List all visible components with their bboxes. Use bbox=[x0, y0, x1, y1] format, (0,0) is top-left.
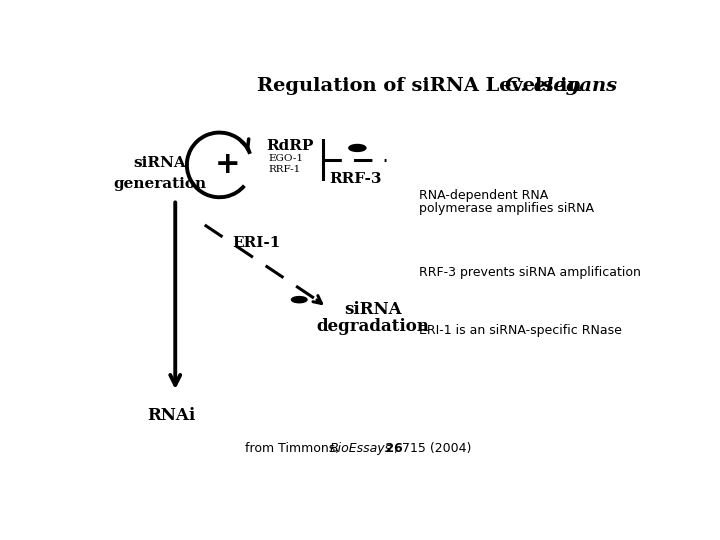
Text: siRNA: siRNA bbox=[344, 301, 402, 318]
Ellipse shape bbox=[349, 145, 366, 151]
Text: siRNA: siRNA bbox=[133, 156, 186, 170]
Text: generation: generation bbox=[113, 177, 207, 191]
Text: RNAi: RNAi bbox=[148, 407, 196, 424]
Text: 26: 26 bbox=[381, 442, 402, 455]
Text: RRF-3: RRF-3 bbox=[329, 172, 382, 186]
Text: RdRP: RdRP bbox=[266, 139, 314, 153]
Text: EGO-1: EGO-1 bbox=[269, 154, 303, 163]
Ellipse shape bbox=[292, 296, 307, 303]
Text: , 715 (2004): , 715 (2004) bbox=[394, 442, 471, 455]
Text: C. elegans: C. elegans bbox=[505, 77, 618, 96]
Text: degradation: degradation bbox=[316, 318, 429, 335]
Text: RRF-1: RRF-1 bbox=[269, 165, 300, 174]
Text: RNA-dependent RNA: RNA-dependent RNA bbox=[419, 189, 549, 202]
Text: ERI-1: ERI-1 bbox=[233, 237, 281, 251]
Text: ERI-1 is an siRNA-specific RNase: ERI-1 is an siRNA-specific RNase bbox=[419, 324, 622, 337]
Text: BioEssays: BioEssays bbox=[330, 442, 392, 455]
Text: +: + bbox=[215, 151, 240, 179]
Text: polymerase amplifies siRNA: polymerase amplifies siRNA bbox=[419, 201, 595, 214]
Text: Regulation of siRNA Levels in: Regulation of siRNA Levels in bbox=[256, 77, 588, 96]
Text: RRF-3 prevents siRNA amplification: RRF-3 prevents siRNA amplification bbox=[419, 266, 642, 279]
Text: from Timmons,: from Timmons, bbox=[245, 442, 343, 455]
